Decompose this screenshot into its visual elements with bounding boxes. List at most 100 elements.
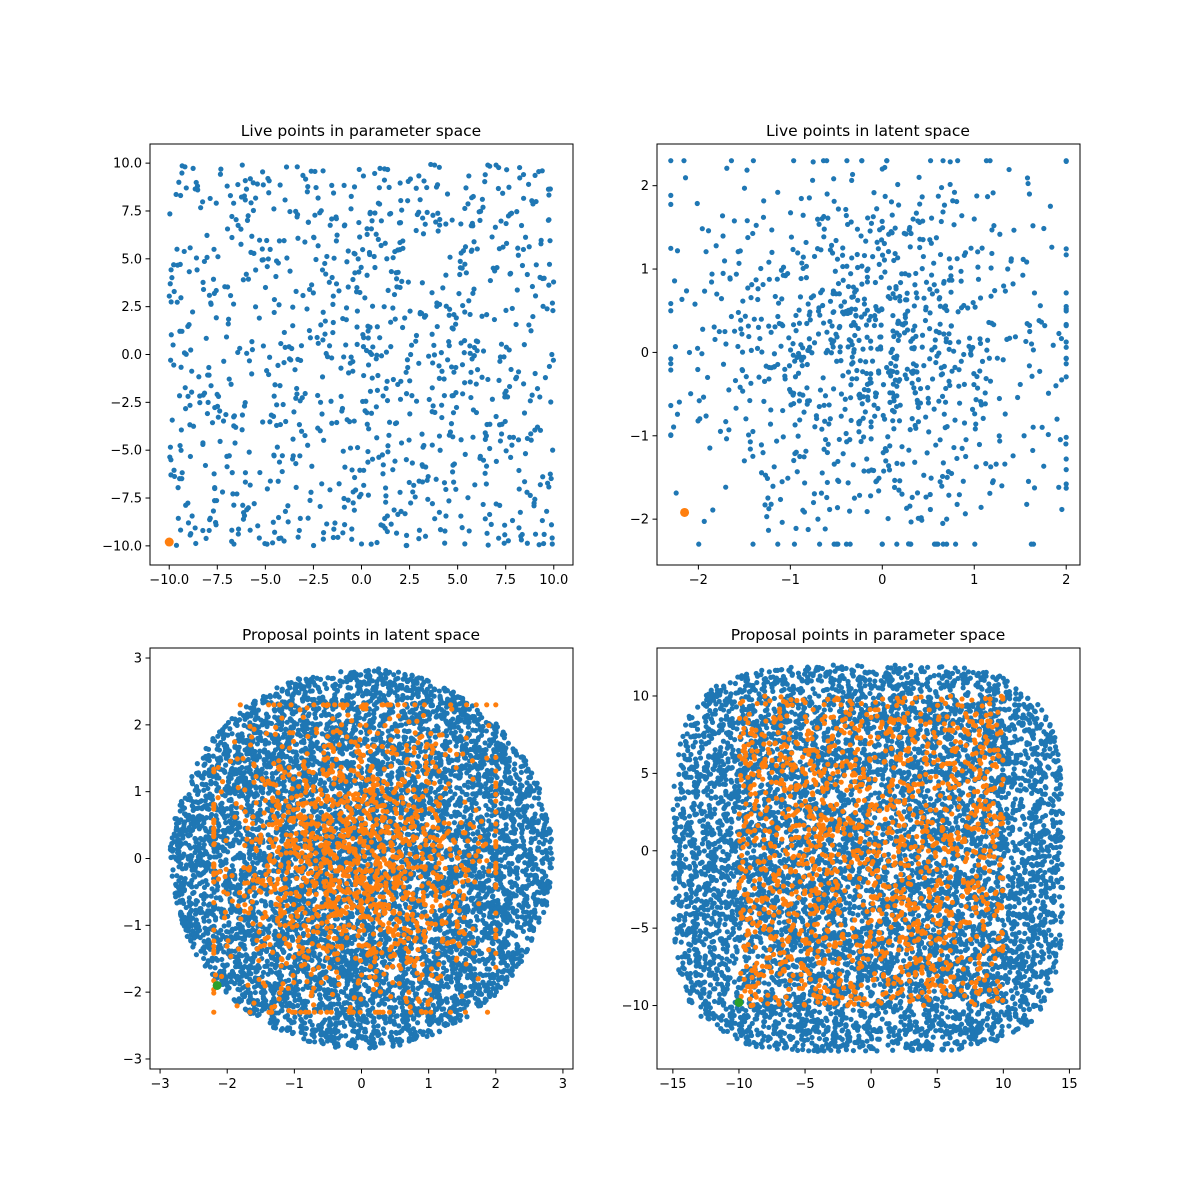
data-point	[430, 360, 436, 366]
data-point	[295, 356, 301, 362]
data-point	[461, 350, 467, 356]
data-point	[306, 327, 312, 334]
data-point	[817, 387, 824, 393]
data-point	[780, 434, 786, 440]
data-point	[875, 246, 881, 252]
data-point	[861, 301, 868, 307]
data-point	[341, 354, 347, 360]
data-point	[388, 268, 394, 275]
data-point	[546, 282, 552, 288]
data-point	[958, 358, 964, 364]
data-point	[861, 252, 868, 259]
data-point	[276, 459, 283, 465]
data-point	[217, 408, 223, 414]
data-point	[805, 301, 811, 307]
data-point	[298, 343, 305, 349]
data-point	[747, 439, 753, 445]
data-point	[922, 317, 929, 324]
data-point	[227, 726, 233, 732]
data-point	[259, 257, 265, 263]
data-point	[267, 478, 273, 484]
data-point	[792, 374, 799, 380]
data-point	[712, 336, 718, 343]
data-point	[315, 392, 321, 399]
data-point	[374, 324, 380, 330]
data-point	[748, 380, 754, 386]
data-point	[383, 385, 389, 391]
data-point	[242, 178, 248, 184]
data-point	[235, 222, 241, 228]
data-point	[849, 255, 855, 261]
data-point	[204, 232, 210, 238]
data-point	[840, 373, 846, 379]
data-point	[465, 724, 471, 730]
data-point	[231, 413, 238, 419]
data-point	[489, 396, 495, 402]
data-point	[495, 185, 501, 192]
data-point	[864, 334, 870, 340]
data-point	[466, 528, 472, 534]
data-point	[487, 421, 493, 427]
data-point	[800, 392, 806, 398]
data-point	[819, 470, 825, 476]
data-point	[908, 369, 915, 375]
data-point	[248, 200, 254, 206]
data-point	[928, 272, 935, 278]
data-point	[975, 276, 982, 282]
data-point	[525, 181, 532, 187]
data-point	[946, 378, 952, 384]
data-point	[275, 478, 281, 484]
data-point	[468, 394, 474, 401]
data-point	[213, 200, 219, 206]
data-point	[536, 790, 542, 796]
data-point	[792, 358, 798, 364]
data-point	[448, 364, 455, 370]
data-point	[502, 390, 508, 396]
data-point	[910, 216, 916, 222]
data-point	[908, 338, 914, 344]
data-point	[811, 491, 817, 497]
data-point	[476, 209, 482, 215]
y-tick-label: −7.5	[110, 492, 142, 507]
data-point	[485, 162, 491, 168]
data-point	[329, 182, 335, 188]
data-point	[982, 401, 988, 407]
data-point	[886, 285, 892, 291]
data-point	[1041, 225, 1047, 232]
data-point	[212, 485, 218, 492]
data-point	[805, 347, 811, 353]
data-point	[239, 427, 245, 433]
data-point	[385, 443, 391, 449]
data-point	[888, 349, 894, 356]
data-point	[439, 368, 445, 374]
data-point	[423, 313, 429, 319]
data-point	[462, 541, 468, 547]
panel-live-parameter: Live points in parameter space −10.0 −7.5…	[102, 122, 574, 588]
data-point	[521, 342, 527, 348]
data-point	[907, 427, 913, 433]
data-point	[453, 486, 459, 492]
data-point	[852, 306, 859, 312]
data-point	[420, 463, 426, 469]
panel-title: Live points in latent space	[766, 122, 970, 140]
data-point	[440, 285, 446, 291]
data-point	[170, 342, 176, 348]
data-point	[431, 342, 437, 348]
data-point	[961, 381, 967, 388]
data-point	[466, 173, 472, 179]
data-point	[392, 316, 398, 322]
data-point	[917, 244, 923, 251]
data-point	[785, 270, 791, 277]
data-point	[890, 328, 896, 334]
data-point	[772, 293, 778, 300]
data-point	[456, 290, 462, 297]
data-point	[735, 309, 741, 316]
data-point	[872, 279, 878, 286]
data-point	[972, 426, 978, 432]
data-point	[364, 421, 370, 427]
data-point	[733, 405, 739, 411]
data-point	[340, 530, 346, 536]
data-point	[779, 479, 785, 485]
data-point	[377, 165, 383, 171]
data-point	[766, 276, 772, 282]
